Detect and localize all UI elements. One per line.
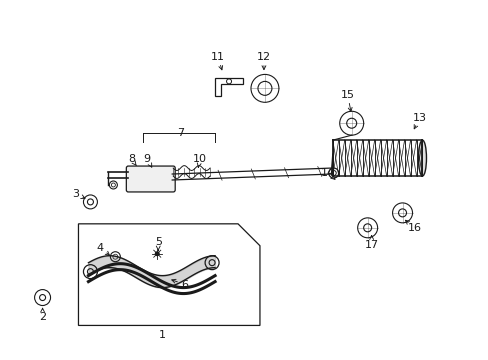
Text: 8: 8 (127, 154, 135, 164)
Text: 2: 2 (39, 312, 46, 323)
Text: 1: 1 (159, 330, 165, 341)
Text: 4: 4 (97, 243, 104, 253)
Circle shape (154, 251, 160, 256)
Text: 13: 13 (412, 113, 426, 123)
Text: 6: 6 (182, 280, 188, 289)
Text: 9: 9 (143, 154, 150, 164)
Text: 7: 7 (176, 128, 183, 138)
Text: 16: 16 (407, 223, 421, 233)
FancyBboxPatch shape (126, 166, 175, 192)
Text: 17: 17 (364, 240, 378, 250)
Text: 10: 10 (193, 154, 207, 164)
Ellipse shape (418, 140, 426, 176)
Text: 12: 12 (256, 53, 270, 63)
Text: 15: 15 (340, 90, 354, 100)
Text: 14: 14 (320, 168, 334, 178)
Text: 5: 5 (154, 237, 162, 247)
Text: 11: 11 (211, 53, 224, 63)
Text: 3: 3 (72, 189, 79, 199)
